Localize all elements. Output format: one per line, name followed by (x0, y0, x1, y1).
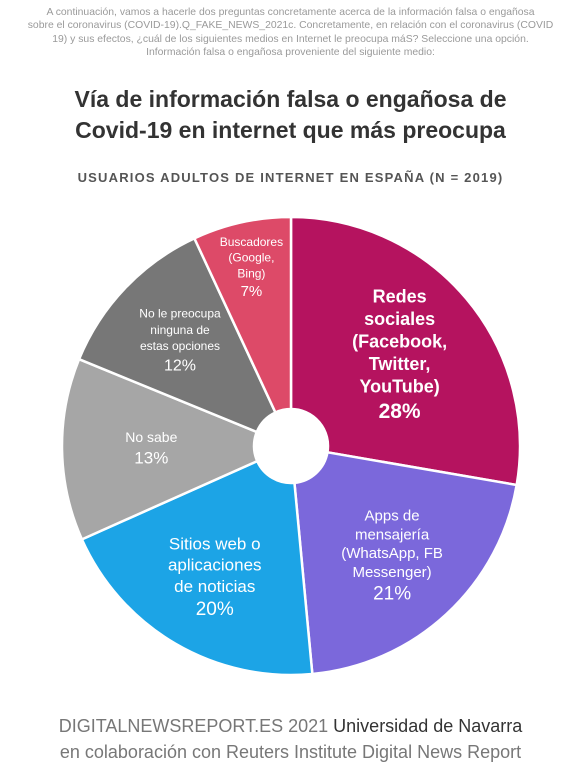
slice-category-label: Redes (373, 287, 427, 307)
slice-category-label: Sitios web o (169, 534, 261, 553)
slice-category-label: No le preocupa (139, 307, 221, 321)
footer-site: DIGITALNEWSREPORT.ES 2021 (58, 716, 329, 736)
slice-category-label: Apps de (365, 508, 420, 525)
donut-slice (192, 215, 293, 415)
slice-category-label: Twitter, (369, 354, 431, 374)
question-line: Información falsa o engañosa proveniente… (146, 47, 435, 59)
slice-category-label: ninguna de (150, 323, 210, 337)
footer: DIGITALNEWSREPORT.ES 2021 Universidad de… (0, 713, 581, 765)
donut-slice (60, 357, 259, 542)
chart-title-line: Covid-19 en internet que más preocupa (75, 117, 506, 143)
slice-label-group: No le preocupa ninguna de estas opciones 12… (139, 307, 221, 375)
chart-subtitle: USUARIOS ADULTOS DE INTERNET EN ESPAÑA (… (77, 170, 504, 185)
slice-category-label: YouTube) (359, 377, 439, 397)
slice-value-label: 7% (241, 283, 263, 300)
slice-label-group: Buscadores (Google,Bing) 7% (220, 235, 283, 300)
slice-category-label: Buscadores (220, 235, 283, 249)
slice-value-label: 13% (134, 448, 168, 467)
slice-category-label: sociales (364, 309, 435, 329)
slice-category-label: (Google, (228, 251, 274, 265)
slice-category-label: estas opciones (140, 339, 220, 353)
slice-category-label: Messenger) (352, 564, 431, 581)
donut-slice (77, 236, 278, 434)
slice-value-label: 21% (373, 583, 411, 604)
slice-category-label: aplicaciones (168, 556, 262, 575)
question-text: A continuación, vamos a hacerle dos preg… (6, 6, 575, 60)
slice-category-label: (Facebook, (352, 332, 447, 352)
slice-value-label: 12% (164, 357, 196, 374)
footer-line-1: DIGITALNEWSREPORT.ES 2021 Universidad de… (0, 713, 581, 739)
question-line: A continuación, vamos a hacerle dos preg… (46, 7, 535, 18)
slice-value-label: 28% (379, 400, 421, 423)
footer-collab: en colaboración con Reuters Institute Di… (59, 742, 522, 762)
donut-slice (289, 215, 522, 487)
footer-university: Universidad de Navarra (333, 716, 523, 736)
chart-title: Vía de información falsa o engañosa de C… (0, 84, 581, 146)
slice-label-group: Sitios web o aplicaciones de noticias 20% (168, 534, 262, 620)
donut-slice (293, 450, 519, 676)
slice-category-label: No sabe (125, 429, 177, 445)
slice-label-group: No sabe 13% (125, 429, 177, 467)
question-line: sobre el coronavirus (COVID-19).Q_FAKE_N… (27, 20, 554, 32)
chart-title-line: Vía de información falsa o engañosa de (74, 86, 507, 112)
slice-value-label: 20% (196, 599, 234, 620)
slice-category-label: de noticias (174, 577, 255, 596)
question-line: 19) y sus efectos, ¿cuál de los siguient… (52, 33, 529, 45)
slice-category-label: Bing) (237, 266, 265, 280)
slice-category-label: mensajería (355, 526, 430, 543)
slice-category-label: (WhatsApp, FB (341, 545, 443, 562)
